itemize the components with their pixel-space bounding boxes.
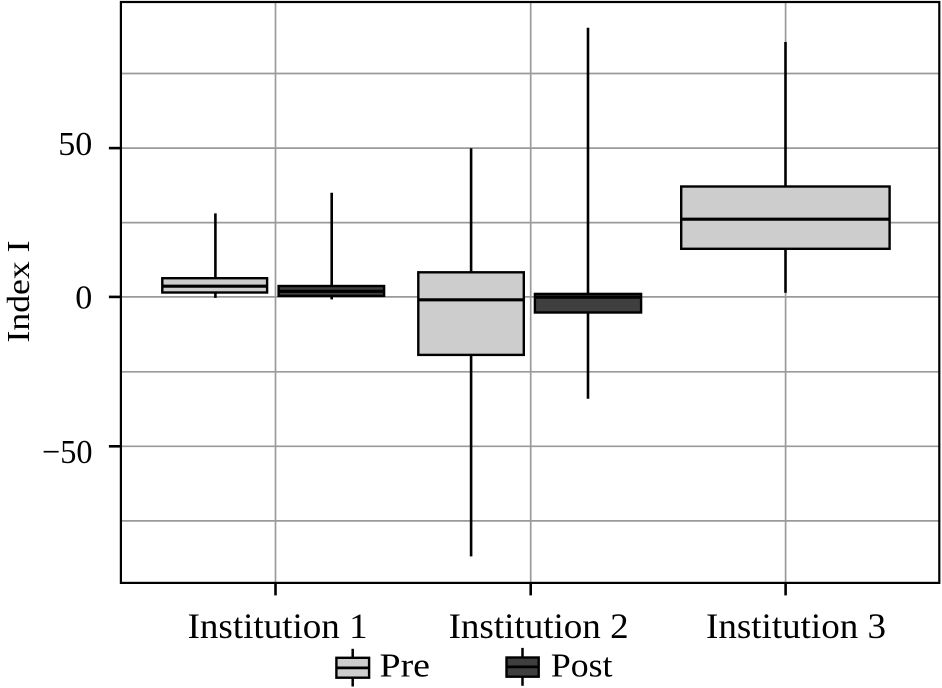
svg-text:Pre: Pre	[380, 647, 431, 684]
svg-text:Institution 3: Institution 3	[706, 606, 886, 646]
svg-text:Institution 1: Institution 1	[188, 606, 368, 646]
svg-text:Index I: Index I	[0, 241, 36, 343]
svg-text:50: 50	[58, 126, 92, 163]
svg-text:Post: Post	[551, 647, 613, 684]
svg-text:Institution 2: Institution 2	[449, 606, 629, 646]
svg-text:0: 0	[75, 280, 92, 317]
svg-text:−50: −50	[42, 434, 93, 471]
